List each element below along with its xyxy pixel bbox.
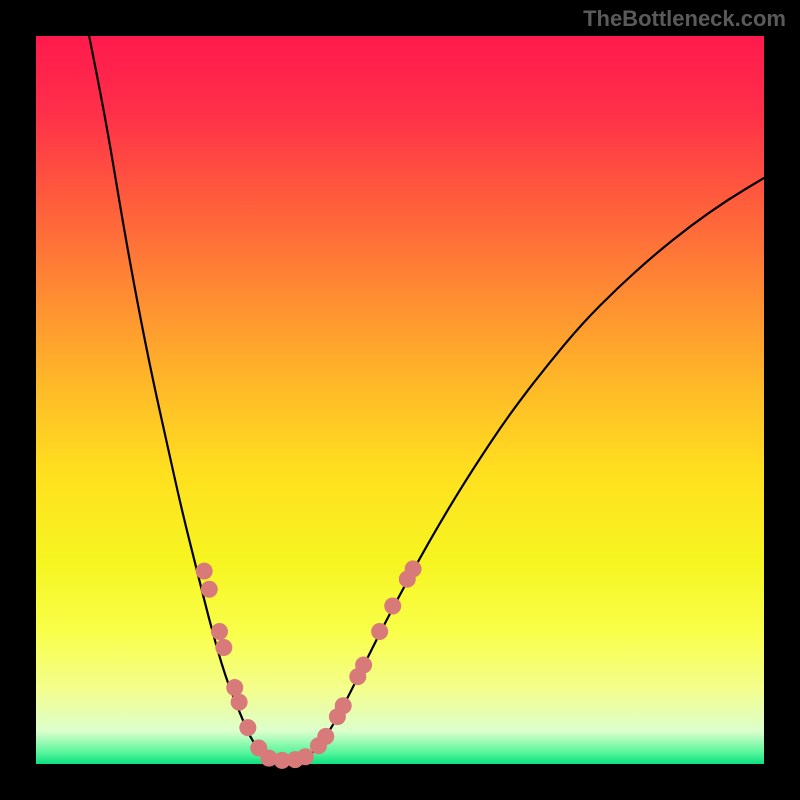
curve-overlay: [0, 0, 800, 800]
chart-container: TheBottleneck.com: [0, 0, 800, 800]
data-marker: [335, 697, 352, 714]
data-marker: [384, 598, 401, 615]
data-marker: [317, 728, 334, 745]
data-marker: [211, 623, 228, 640]
data-marker: [196, 563, 213, 580]
data-marker: [239, 719, 256, 736]
v-curve: [89, 36, 764, 760]
data-marker: [201, 581, 218, 598]
data-marker: [231, 694, 248, 711]
watermark-text: TheBottleneck.com: [583, 6, 786, 32]
data-marker: [297, 748, 314, 765]
data-marker: [215, 639, 232, 656]
data-marker: [226, 679, 243, 696]
data-marker: [355, 656, 372, 673]
data-marker: [371, 623, 388, 640]
data-marker: [405, 560, 422, 577]
